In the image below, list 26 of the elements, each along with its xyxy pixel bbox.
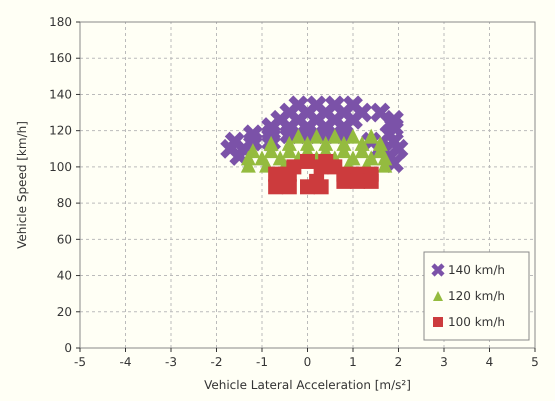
- x-tick-label: -3: [165, 355, 177, 369]
- x-tick-label: -1: [256, 355, 268, 369]
- x-tick-label: -5: [74, 355, 86, 369]
- legend-label: 140 km/h: [448, 263, 506, 277]
- x-tick-label: 4: [486, 355, 494, 369]
- y-tick-label: 20: [56, 304, 72, 319]
- y-tick-label: 0: [64, 341, 72, 355]
- y-tick-label: 120: [49, 124, 72, 138]
- x-tick-label: 3: [440, 355, 448, 369]
- x-tick-label: 0: [304, 355, 312, 369]
- legend-label: 120 km/h: [448, 289, 506, 303]
- x-axis-title: Vehicle Lateral Acceleration [m/s²]: [204, 378, 411, 392]
- y-tick-label: 160: [49, 51, 72, 66]
- y-tick-label: 40: [56, 268, 72, 283]
- y-tick-label: 180: [49, 15, 72, 29]
- y-tick-label: 140: [49, 87, 72, 102]
- x-tick-label: 2: [394, 355, 402, 369]
- y-axis-title: Vehicle Speed [km/h]: [15, 121, 29, 249]
- legend-label: 100 km/h: [448, 315, 506, 329]
- y-tick-label: 60: [56, 232, 72, 246]
- x-tick-label: 1: [349, 355, 357, 369]
- y-tick-label: 80: [56, 196, 72, 210]
- x-tick-label: -2: [210, 355, 222, 369]
- x-tick-label: 5: [531, 355, 539, 369]
- y-tick-label: 100: [49, 160, 72, 174]
- x-tick-label: -4: [120, 355, 132, 369]
